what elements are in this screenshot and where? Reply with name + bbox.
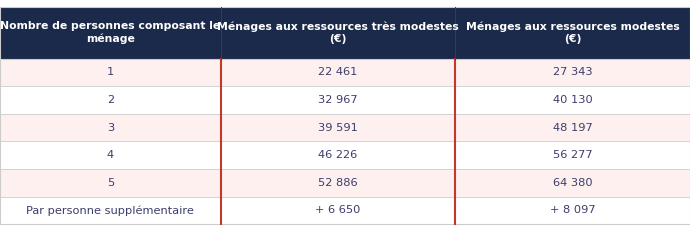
- Bar: [0, 114, 690, 141]
- Text: Nombre de personnes composant le
ménage: Nombre de personnes composant le ménage: [0, 21, 221, 44]
- Text: 22 461: 22 461: [318, 67, 358, 77]
- Text: 2: 2: [107, 95, 114, 105]
- Text: + 6 650: + 6 650: [315, 205, 361, 215]
- Bar: [0, 86, 690, 114]
- Text: Ménages aux ressources modestes
(€): Ménages aux ressources modestes (€): [466, 21, 680, 44]
- Text: 32 967: 32 967: [318, 95, 358, 105]
- Text: 56 277: 56 277: [553, 150, 593, 160]
- Text: 1: 1: [107, 67, 114, 77]
- Text: + 8 097: + 8 097: [550, 205, 595, 215]
- Bar: [0, 141, 690, 169]
- Bar: [0, 7, 690, 58]
- Text: 5: 5: [107, 178, 114, 188]
- Text: 52 886: 52 886: [318, 178, 358, 188]
- Text: 40 130: 40 130: [553, 95, 593, 105]
- Text: Ménages aux ressources très modestes
(€): Ménages aux ressources très modestes (€): [217, 21, 459, 44]
- Text: 48 197: 48 197: [553, 123, 593, 132]
- Text: Par personne supplémentaire: Par personne supplémentaire: [26, 205, 195, 216]
- Bar: [0, 58, 690, 86]
- Text: 4: 4: [107, 150, 114, 160]
- Text: 27 343: 27 343: [553, 67, 593, 77]
- Text: 46 226: 46 226: [319, 150, 357, 160]
- Text: 64 380: 64 380: [553, 178, 593, 188]
- Bar: [0, 169, 690, 197]
- Text: 3: 3: [107, 123, 114, 132]
- Text: 39 591: 39 591: [318, 123, 358, 132]
- Bar: [0, 197, 690, 224]
